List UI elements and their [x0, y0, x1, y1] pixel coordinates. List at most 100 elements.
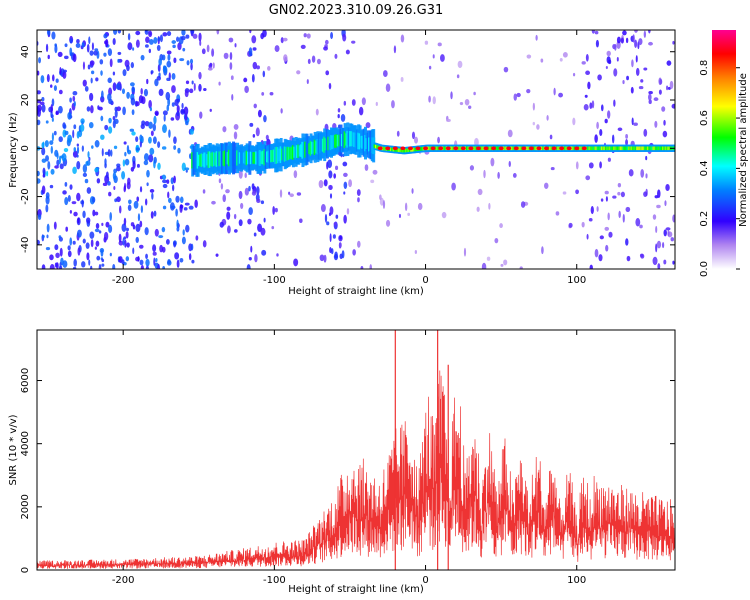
spectrogram-ytick-label: 0 — [20, 145, 31, 151]
spectrogram-cell — [216, 30, 220, 35]
spectrogram-cell — [246, 264, 251, 269]
spectrogram-cell — [40, 75, 45, 84]
spectrogram-cell — [117, 58, 120, 63]
spectrogram-cell — [203, 87, 207, 92]
spectrogram-cell — [254, 253, 258, 263]
spectrogram-cell — [607, 212, 610, 221]
spectrogram-cell — [76, 229, 82, 238]
spectrogram-cell — [591, 30, 595, 34]
spectrogram-cell — [169, 202, 175, 211]
spectrogram-cell — [222, 194, 226, 203]
spectrogram-cell — [265, 134, 269, 141]
spectrogram-peak — [498, 146, 504, 151]
spectrogram-cell — [633, 122, 638, 126]
spectrogram-cell — [95, 77, 99, 82]
spectrogram-cell — [63, 124, 67, 129]
colorbar-tick-label: 0.2 — [699, 211, 710, 227]
spectrogram-cell — [162, 183, 168, 189]
snr-ytick-label: 2000 — [20, 494, 31, 519]
spectrogram-cell — [41, 235, 45, 239]
spectrogram-cell — [72, 129, 75, 139]
spectrogram-cell — [50, 145, 53, 154]
spectrogram-cell — [414, 136, 418, 144]
spectrogram-cell — [613, 68, 618, 77]
spectrogram-cell — [320, 204, 326, 213]
spectrogram-cell — [218, 178, 222, 184]
spectrogram-cell — [181, 30, 186, 36]
spectrogram-cell — [90, 239, 94, 248]
spectrogram-xtick-label: 0 — [422, 275, 428, 286]
spectrogram-cell — [131, 131, 136, 136]
spectrogram-cell — [250, 245, 253, 253]
spectrogram-cell — [328, 170, 333, 179]
spectrogram-cell — [38, 57, 42, 64]
spectrogram-cell — [596, 206, 599, 212]
spectrogram-cell — [481, 262, 487, 269]
spectrogram-cell — [162, 54, 166, 61]
spectrogram-cell — [51, 74, 55, 82]
spectrogram-cell — [677, 144, 680, 151]
snr-xtick-label: 0 — [422, 575, 428, 586]
spectrogram-cell — [84, 178, 89, 184]
spectrogram-cell — [229, 62, 233, 70]
spectrogram-cell — [54, 44, 58, 54]
spectrogram-cell — [128, 199, 132, 205]
spectrogram-cell — [122, 106, 126, 116]
spectrogram-cell — [256, 65, 260, 70]
spectrogram-cell — [173, 240, 177, 248]
spectrogram-cell — [148, 154, 154, 163]
spectrogram-cell — [211, 48, 215, 57]
spectrogram-cell — [117, 51, 122, 55]
spectrogram-cell — [318, 179, 324, 189]
spectrogram-peak — [377, 146, 383, 151]
spectrogram-cell — [130, 62, 135, 69]
spectrogram-cell — [675, 246, 677, 253]
spectrogram-cell — [607, 157, 611, 162]
spectrogram-cell — [588, 218, 593, 222]
spectrogram-cell — [143, 88, 149, 97]
spectrogram-cell — [223, 52, 229, 59]
spectrogram-cell — [123, 141, 127, 145]
spectrogram-cell — [662, 130, 668, 138]
spectrogram-cell — [614, 43, 617, 51]
spectrogram-cell — [158, 57, 162, 66]
spectrogram-cell — [50, 168, 55, 175]
spectrogram-cell — [532, 102, 535, 111]
spectrogram-cell — [112, 71, 116, 76]
spectrogram-cell — [672, 260, 675, 265]
spectrogram-cell — [605, 196, 608, 202]
spectrogram-cell — [94, 167, 99, 173]
spectrogram-cell — [132, 47, 135, 51]
spectrogram-cell — [165, 91, 171, 101]
spectrogram-cell — [550, 166, 555, 171]
spectrogram-cell — [89, 50, 94, 56]
spectrogram-cell — [186, 60, 190, 66]
spectrogram-cell — [100, 70, 103, 76]
spectrogram-cell — [562, 51, 568, 58]
spectrogram-cell — [358, 106, 364, 116]
spectrogram-cell — [324, 39, 329, 45]
spectrogram-cell — [618, 210, 621, 219]
spectrogram-cell — [625, 238, 629, 246]
spectrogram-cell — [62, 260, 68, 268]
spectrogram-cell — [584, 94, 588, 98]
spectrogram-cell — [400, 34, 405, 43]
spectrogram-cell — [129, 82, 135, 87]
spectrogram-cell — [244, 85, 249, 94]
spectrogram-ytick-label: -40 — [20, 237, 31, 253]
spectrogram-cell — [121, 88, 126, 95]
spectrogram-cell — [89, 60, 95, 66]
spectrogram-cell — [185, 34, 190, 39]
spectrogram-cell — [170, 177, 174, 185]
spectrogram-cell — [46, 30, 51, 36]
spectrogram-peak — [491, 146, 497, 151]
spectrogram-cell — [643, 128, 648, 137]
spectrogram-cell — [127, 204, 132, 211]
spectrogram-cell — [300, 44, 306, 49]
spectrogram-cell — [189, 58, 194, 65]
spectrogram-cell — [638, 85, 644, 90]
spectrogram-cell — [519, 266, 523, 269]
spectrogram-peak — [400, 146, 406, 151]
spectrogram-cell — [146, 182, 149, 187]
